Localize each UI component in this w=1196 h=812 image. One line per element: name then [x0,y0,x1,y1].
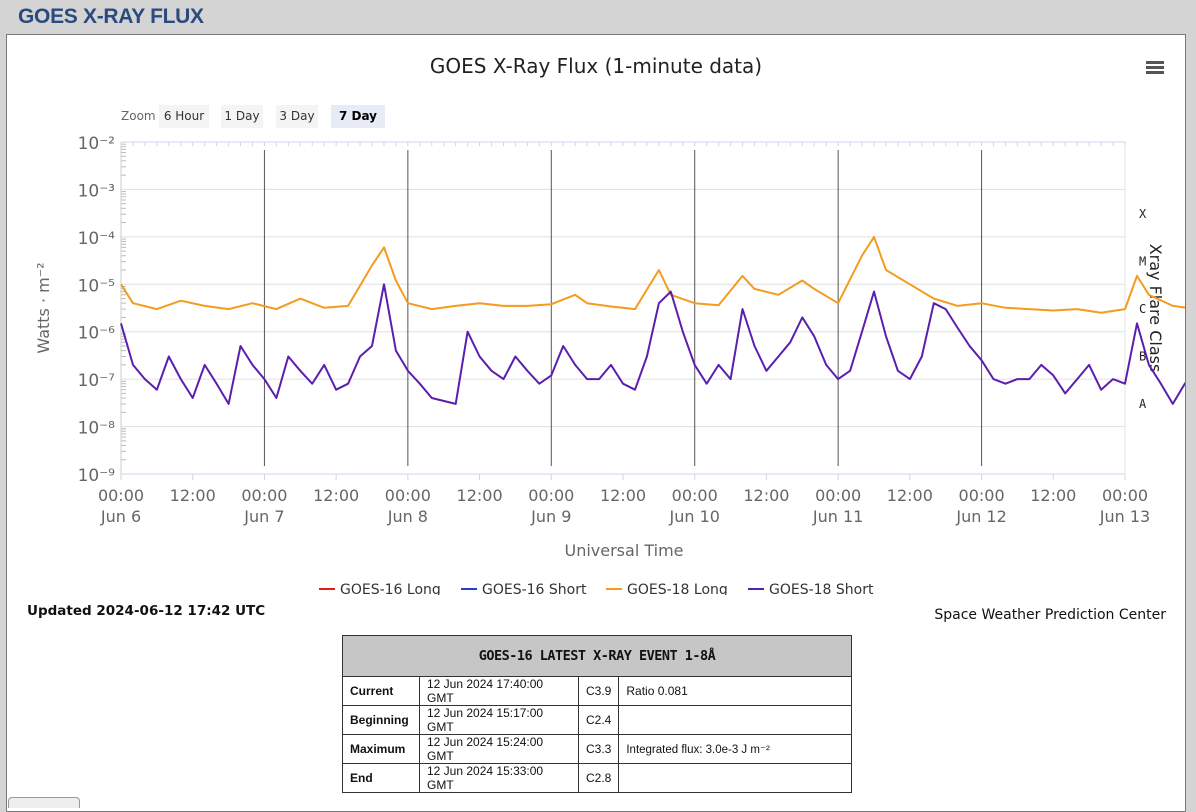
legend-item: GOES-16 Long [340,582,441,595]
table-row: Current 12 Jun 2024 17:40:00 GMT C3.9 Ra… [342,676,852,706]
x-tick-time: 00:00 [1102,486,1148,505]
end-time: 12 Jun 2024 15:33:00 GMT [419,763,579,793]
maximum-class: C3.3 [577,734,620,764]
x-tick-time: 12:00 [887,486,933,505]
legend-item: GOES-16 Short [482,582,587,595]
flare-class-label: M [1139,255,1146,269]
xray-flux-chart: GOES X-Ray Flux (1-minute data) 10⁻² 10⁻³ 1… [34,54,1185,595]
x-tick-date: Jun 12 [955,507,1006,526]
y-tick-label: 10⁻⁸ [78,419,116,439]
x-tick-time: 00:00 [815,486,861,505]
x-tick-date: Jun 9 [530,507,571,526]
flare-class-label: X [1139,207,1147,221]
end-class: C2.8 [577,763,620,793]
series-line-goes-18-long [120,235,1185,314]
row-label-current: Current [342,676,420,706]
x-tick-date: Jun 13 [1099,507,1150,526]
y-tick-label: 10⁻⁶ [78,324,116,344]
x-tick-time: 12:00 [457,486,503,505]
zoom-6-hour-button[interactable]: 6 Hour [159,105,209,128]
y-tick-label: 10⁻⁷ [78,371,116,391]
updated-timestamp: Updated 2024-06-12 17:42 UTC [27,603,266,619]
legend-item: GOES-18 Long [627,582,728,595]
beginning-extra [618,705,852,735]
latest-event-table: GOES-16 LATEST X-RAY EVENT 1-8Å Current … [342,635,852,793]
flare-class-label: C [1139,302,1146,316]
zoom-3-day-button[interactable]: 3 Day [276,105,318,128]
table-row: Maximum 12 Jun 2024 15:24:00 GMT C3.3 In… [342,734,852,764]
x-tick-date: Jun 6 [100,507,141,526]
zoom-label: Zoom [121,109,156,123]
page-title: GOES X-RAY FLUX [18,5,204,28]
x-tick-time: 00:00 [98,486,144,505]
chart-title: GOES X-Ray Flux (1-minute data) [430,54,762,78]
x-tick-time: 12:00 [743,486,789,505]
zoom-1-day-button[interactable]: 1 Day [221,105,263,128]
x-tick-time: 00:00 [385,486,431,505]
row-label-beginning: Beginning [342,705,420,735]
x-tick-time: 00:00 [241,486,287,505]
x-tick-date: Jun 11 [812,507,863,526]
table-row: Beginning 12 Jun 2024 15:17:00 GMT C2.4 [342,705,852,735]
maximum-time: 12 Jun 2024 15:24:00 GMT [419,734,579,764]
zoom-7-day-button[interactable]: 7 Day [331,105,385,128]
x-tick-time: 00:00 [528,486,574,505]
beginning-class: C2.4 [577,705,620,735]
integrated-flux: Integrated flux: 3.0e-3 J m⁻² [618,734,852,764]
x-tick-time: 00:00 [959,486,1005,505]
x-tick-time: 12:00 [313,486,359,505]
y-tick-label: 10⁻⁵ [78,276,115,296]
current-ratio: Ratio 0.081 [618,676,852,706]
legend-item: GOES-18 Short [769,582,874,595]
x-tick-time: 12:00 [1030,486,1076,505]
flare-class-label: A [1139,397,1147,411]
row-label-maximum: Maximum [342,734,420,764]
flare-class-label: B [1139,349,1146,363]
swpc-credit: Space Weather Prediction Center [934,607,1166,623]
y-tick-label: 10⁻² [78,134,115,154]
end-extra [618,763,852,793]
y-tick-label: 10⁻³ [78,181,115,201]
x-tick-date: Jun 8 [387,507,428,526]
chart-menu-icon[interactable] [1145,59,1165,77]
beginning-time: 12 Jun 2024 15:17:00 GMT [419,705,579,735]
x-tick-date: Jun 7 [243,507,284,526]
table-row: End 12 Jun 2024 15:33:00 GMT C2.8 [342,763,852,793]
y2-axis-title: Xray Flare Class [1146,244,1165,373]
x-axis-title: Universal Time [564,541,683,560]
chart-panel: GOES X-Ray Flux (1-minute data) 10⁻² 10⁻³ 1… [6,34,1186,812]
y-tick-label: 10⁻⁹ [78,466,116,486]
row-label-end: End [342,763,420,793]
current-class: C3.9 [577,676,620,706]
page-header: GOES X-RAY FLUX [0,0,1196,34]
series-line-goes-18-short [120,283,1185,405]
y-tick-label: 10⁻⁴ [78,229,116,249]
x-tick-time: 00:00 [672,486,718,505]
bottom-tab[interactable] [8,797,80,808]
current-time: 12 Jun 2024 17:40:00 GMT [419,676,579,706]
event-table-title: GOES-16 LATEST X-RAY EVENT 1-8Å [342,635,852,677]
x-tick-time: 12:00 [170,486,216,505]
x-tick-time: 12:00 [600,486,646,505]
y-axis-title: Watts · m⁻² [34,262,53,353]
x-tick-date: Jun 10 [668,507,719,526]
